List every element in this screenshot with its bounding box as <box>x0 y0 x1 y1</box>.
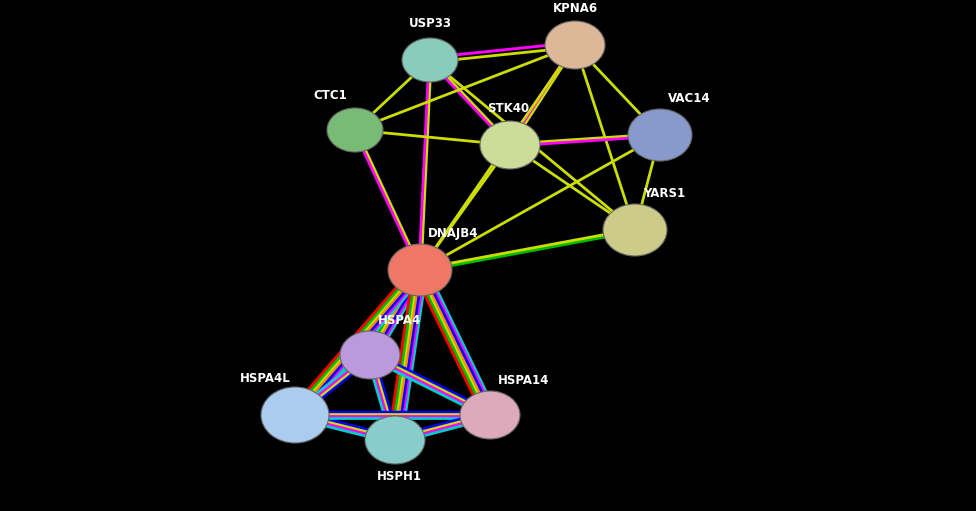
Text: STK40: STK40 <box>487 102 529 115</box>
Text: VAC14: VAC14 <box>668 92 711 105</box>
Ellipse shape <box>365 416 425 464</box>
Ellipse shape <box>603 204 667 256</box>
Text: YARS1: YARS1 <box>643 187 685 200</box>
Text: HSPA4L: HSPA4L <box>240 372 291 385</box>
Ellipse shape <box>340 331 400 379</box>
Text: HSPH1: HSPH1 <box>377 470 422 483</box>
Text: HSPA4: HSPA4 <box>378 314 422 327</box>
Text: USP33: USP33 <box>409 17 452 30</box>
Ellipse shape <box>327 108 383 152</box>
Ellipse shape <box>402 38 458 82</box>
Ellipse shape <box>545 21 605 69</box>
Ellipse shape <box>388 244 452 296</box>
Text: KPNA6: KPNA6 <box>552 2 597 15</box>
Text: DNAJB4: DNAJB4 <box>428 227 478 240</box>
Text: HSPA14: HSPA14 <box>498 374 549 387</box>
Ellipse shape <box>480 121 540 169</box>
Ellipse shape <box>261 387 329 443</box>
Ellipse shape <box>460 391 520 439</box>
Ellipse shape <box>628 109 692 161</box>
Text: CTC1: CTC1 <box>313 89 347 102</box>
